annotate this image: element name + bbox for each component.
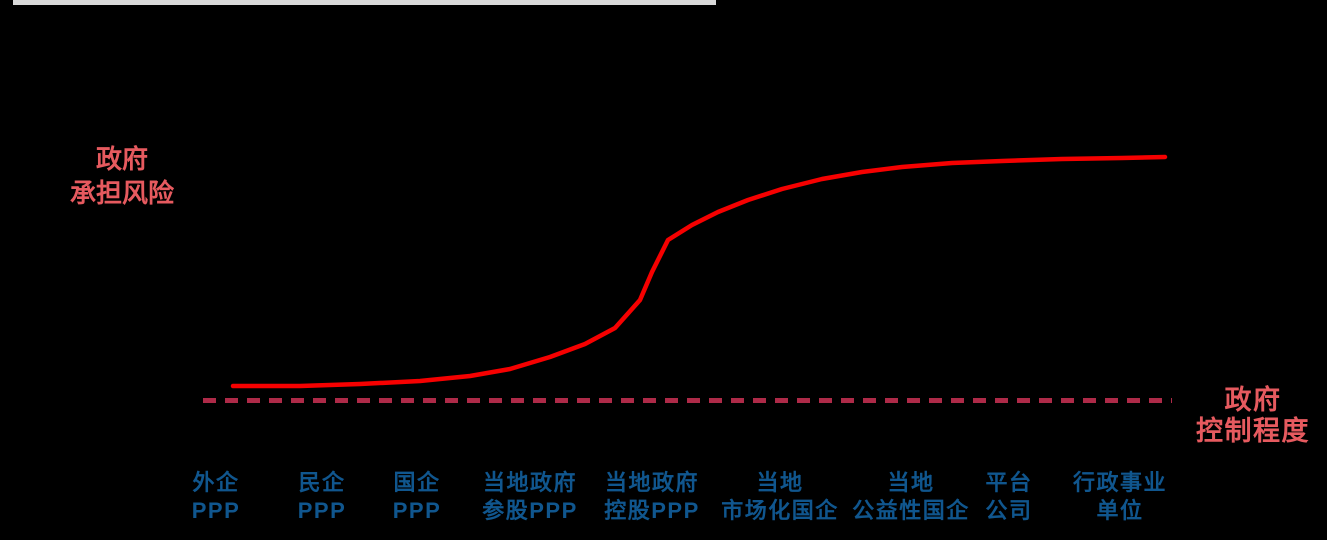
- y-axis-label-line2: 承担风险: [69, 178, 174, 208]
- y-axis-label-line1: 政府: [95, 144, 148, 174]
- x-axis-label: 政府 控制程度: [1186, 385, 1320, 447]
- y-axis-label: 政府 承担风险: [37, 142, 207, 210]
- x-axis-label-line2: 控制程度: [1196, 416, 1310, 446]
- title-underline-rule: [13, 0, 716, 5]
- x-axis-label-line1: 政府: [1224, 385, 1282, 415]
- government-risk-curve: [230, 154, 1168, 389]
